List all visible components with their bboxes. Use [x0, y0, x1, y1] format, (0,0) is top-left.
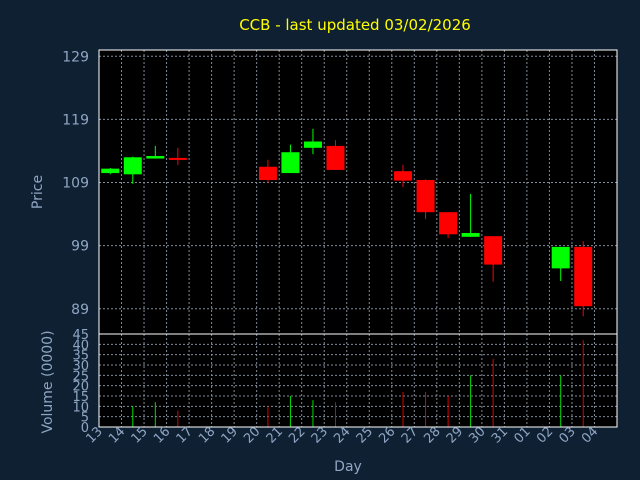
day-tick-label: 21 [264, 424, 286, 446]
volume-tick-label: 20 [72, 380, 89, 395]
day-tick-label: 22 [286, 424, 308, 446]
price-tick-label: 129 [62, 49, 89, 65]
candle-body [281, 152, 300, 174]
volume-tick-label: 45 [72, 328, 89, 343]
candle-body [101, 168, 120, 174]
price-plot-area [99, 50, 617, 334]
candle-body [303, 141, 322, 148]
volume-axis-label: Volume (0000) [40, 330, 56, 433]
volume-tick-label: 5 [81, 411, 89, 426]
day-tick-label: 28 [421, 424, 443, 446]
volume-tick-label: 40 [72, 338, 89, 353]
volume-tick-label: 25 [72, 369, 89, 384]
day-tick-label: 19 [219, 424, 241, 446]
day-tick-label: 03 [556, 424, 578, 446]
candlesticks [101, 128, 593, 317]
day-tick-label: 14 [106, 424, 128, 446]
day-axis-label: Day [334, 459, 362, 475]
day-tick-label: 15 [129, 424, 151, 446]
price-tick-label: 119 [62, 112, 89, 128]
day-tick-label: 18 [196, 424, 218, 446]
candle-body [146, 156, 165, 159]
volume-grid [99, 334, 617, 427]
day-tick-label: 20 [241, 424, 263, 446]
volume-tick-label: 30 [72, 359, 89, 374]
day-tick-label: 04 [579, 424, 601, 446]
candle-body [258, 166, 277, 181]
volume-plot-area [99, 334, 617, 427]
price-grid [99, 50, 617, 334]
chart-title: CCB - last updated 03/02/2026 [239, 16, 471, 34]
day-tick-label: 01 [511, 424, 533, 446]
day-tick-label: 23 [309, 424, 331, 446]
day-tick-label: 16 [151, 424, 173, 446]
price-tick-labels: 129 119 109 99 89 [62, 49, 89, 317]
day-tick-label: 24 [331, 424, 353, 446]
volume-tick-label: 35 [72, 349, 89, 364]
day-tick-label: 30 [466, 424, 488, 446]
volume-plot-border [98, 333, 618, 428]
candle-body [394, 171, 413, 181]
volume-bars [132, 340, 584, 427]
candle-body [461, 233, 480, 237]
volume-tick-label: 10 [72, 400, 89, 415]
day-tick-label: 25 [354, 424, 376, 446]
day-tick-label: 27 [399, 424, 421, 446]
volume-tick-label: 0 [81, 421, 89, 436]
candle-body [416, 180, 435, 213]
price-tick-label: 109 [62, 176, 89, 192]
day-tick-label: 29 [444, 424, 466, 446]
day-tick-label: 17 [174, 424, 196, 446]
candle-body [484, 236, 503, 265]
candle-body [551, 246, 570, 269]
day-tick-labels: 13 14 15 16 17 18 19 20 21 22 23 24 25 26 27 28 29 30 31 01… [84, 424, 602, 446]
candle-body [574, 246, 593, 307]
candle-body [168, 157, 187, 160]
day-tick-label: 26 [376, 424, 398, 446]
candle-body [123, 157, 142, 175]
candle-body [326, 145, 345, 170]
price-tick-label: 89 [71, 302, 89, 318]
price-tick-label: 99 [71, 239, 89, 255]
volume-tick-label: 15 [72, 390, 89, 405]
day-tick-label: 02 [534, 424, 556, 446]
price-axis-label: Price [30, 175, 46, 209]
candle-body [439, 212, 458, 235]
day-tick-label: 31 [489, 424, 511, 446]
